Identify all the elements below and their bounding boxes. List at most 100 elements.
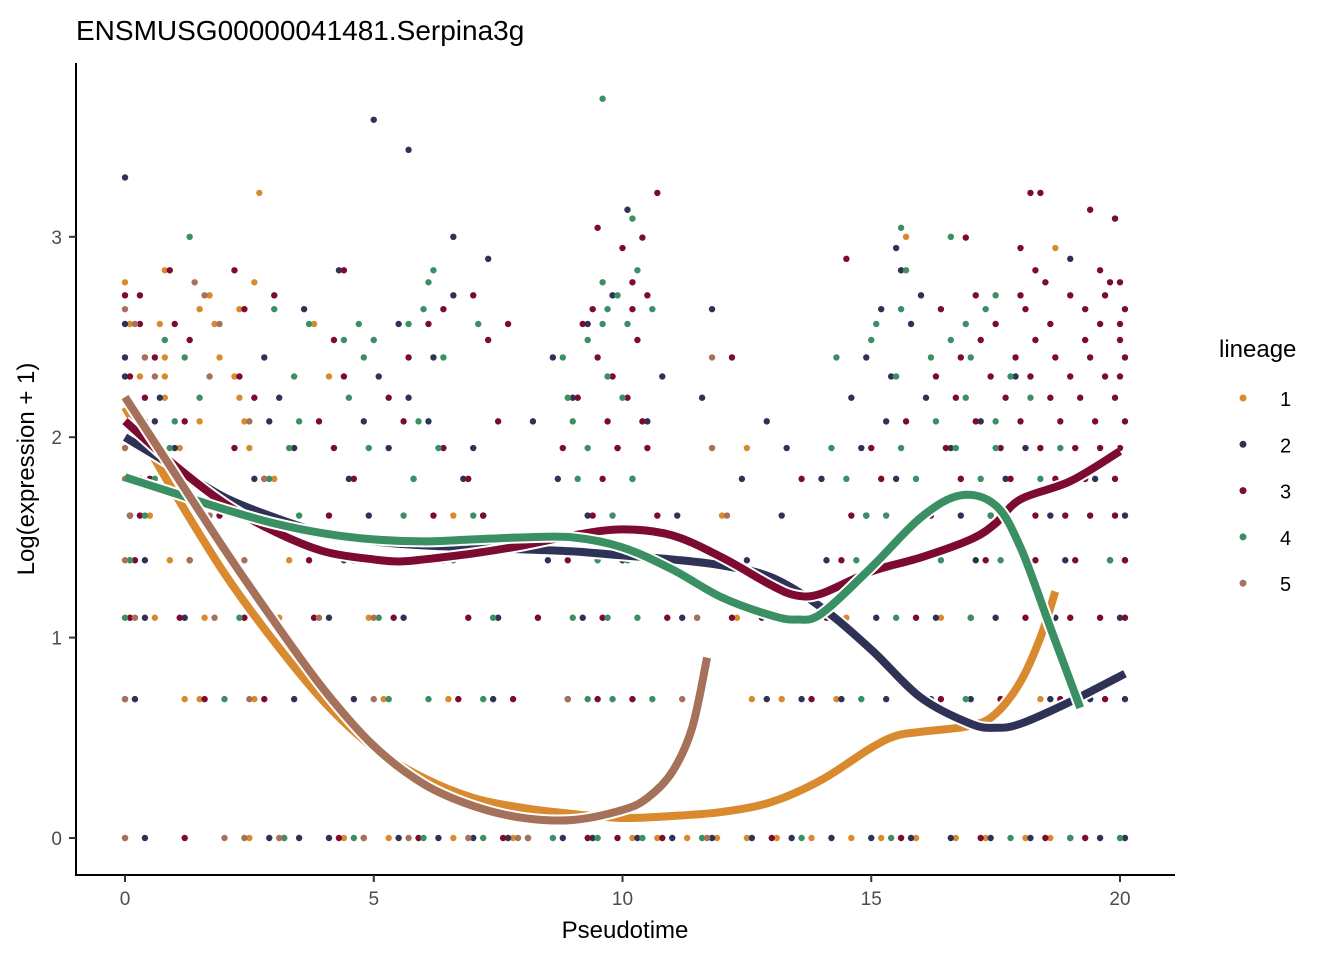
point-lineage-5	[221, 834, 228, 842]
point-lineage-3	[1121, 614, 1129, 621]
point-lineage-3	[962, 234, 969, 241]
point-lineage-3	[415, 834, 422, 842]
point-lineage-3	[629, 305, 636, 313]
point-lineage-4	[345, 394, 353, 401]
point-lineage-3	[1111, 394, 1119, 401]
point-lineage-3	[614, 834, 621, 842]
point-lineage-4	[1007, 373, 1014, 380]
point-lineage-3	[609, 373, 616, 380]
point-lineage-5	[121, 834, 129, 842]
point-lineage-3	[654, 189, 661, 197]
point-lineage-2	[659, 373, 666, 380]
point-lineage-3	[798, 475, 805, 483]
point-lineage-1	[629, 834, 636, 842]
point-lineage-4	[614, 292, 621, 299]
point-lineage-2	[365, 512, 372, 519]
point-lineage-2	[266, 834, 273, 842]
legend-key-5	[1239, 579, 1247, 587]
point-lineage-3	[534, 614, 542, 621]
point-lineage-4	[649, 305, 656, 313]
point-lineage-2	[1096, 834, 1104, 842]
point-lineage-4	[992, 444, 999, 452]
point-lineage-3	[1047, 320, 1054, 328]
point-lineage-2	[141, 614, 149, 621]
point-lineage-2	[395, 834, 402, 842]
point-lineage-2	[554, 475, 562, 483]
point-lineage-3	[902, 418, 910, 425]
point-lineage-2	[1062, 557, 1069, 564]
point-lineage-3	[1121, 557, 1129, 564]
point-lineage-4	[370, 336, 377, 344]
point-lineage-2	[838, 695, 845, 703]
point-lineage-3	[166, 267, 173, 274]
point-lineage-2	[405, 394, 412, 401]
point-lineage-5	[131, 320, 139, 328]
point-lineage-1	[778, 695, 785, 703]
point-lineage-2	[385, 444, 392, 452]
point-lineage-3	[977, 834, 984, 842]
point-lineage-4	[843, 475, 850, 483]
point-lineage-3	[997, 444, 1004, 452]
point-lineage-2	[679, 614, 686, 621]
point-lineage-5	[121, 695, 129, 703]
legend-label-5: 5	[1280, 574, 1291, 596]
point-lineage-4	[853, 557, 860, 564]
point-lineage-1	[808, 834, 815, 842]
point-lineage-5	[201, 292, 208, 299]
point-lineage-3	[1116, 373, 1124, 380]
curve-outline-lineage-3	[121, 416, 1124, 603]
point-lineage-3	[1116, 279, 1124, 286]
point-lineage-2	[425, 418, 432, 425]
point-lineage-4	[584, 695, 591, 703]
point-lineage-2	[504, 834, 512, 842]
point-lineage-2	[325, 834, 333, 842]
point-lineage-2	[295, 834, 303, 842]
legend-key-4	[1239, 533, 1247, 541]
point-lineage-1	[151, 614, 159, 621]
point-lineage-2	[882, 695, 890, 703]
point-lineage-2	[1012, 373, 1019, 380]
point-lineage-4	[266, 475, 273, 483]
point-lineage-3	[1096, 444, 1104, 452]
point-lineage-4	[475, 320, 482, 328]
scatter-points	[121, 95, 1129, 842]
point-lineage-4	[1027, 394, 1034, 401]
point-lineage-1	[231, 373, 238, 380]
point-lineage-3	[982, 557, 989, 564]
point-lineage-1	[246, 834, 253, 842]
point-lineage-3	[579, 320, 586, 328]
point-lineage-4	[629, 215, 636, 222]
point-lineage-1	[166, 557, 173, 564]
point-lineage-3	[1012, 354, 1019, 361]
point-lineage-2	[738, 475, 746, 483]
point-lineage-2	[276, 394, 283, 401]
point-lineage-3	[136, 320, 144, 328]
point-lineage-4	[619, 394, 626, 401]
point-lineage-3	[1067, 614, 1074, 621]
point-lineage-3	[440, 444, 447, 452]
point-lineage-1	[902, 233, 910, 240]
point-lineage-3	[1017, 418, 1024, 425]
point-lineage-2	[783, 444, 790, 452]
point-lineage-3	[1032, 336, 1039, 344]
point-lineage-3	[1096, 320, 1104, 328]
point-lineage-1	[256, 189, 263, 197]
point-lineage-2	[1067, 255, 1074, 263]
point-lineage-3	[1007, 475, 1014, 483]
point-lineage-2	[470, 444, 477, 452]
point-lineage-2	[798, 695, 805, 703]
point-lineage-2	[131, 695, 139, 703]
point-lineage-1	[251, 695, 258, 703]
point-lineage-4	[355, 320, 363, 328]
point-lineage-5	[141, 354, 149, 361]
point-lineage-2	[947, 444, 955, 452]
point-lineage-2	[484, 255, 492, 263]
point-lineage-1	[718, 512, 726, 519]
point-lineage-3	[1047, 394, 1054, 401]
point-lineage-5	[370, 614, 377, 621]
y-axis-label: Log(expression + 1)	[13, 363, 40, 576]
curve-lineage-5	[121, 394, 711, 825]
point-lineage-4	[997, 557, 1004, 564]
point-lineage-4	[897, 305, 905, 313]
